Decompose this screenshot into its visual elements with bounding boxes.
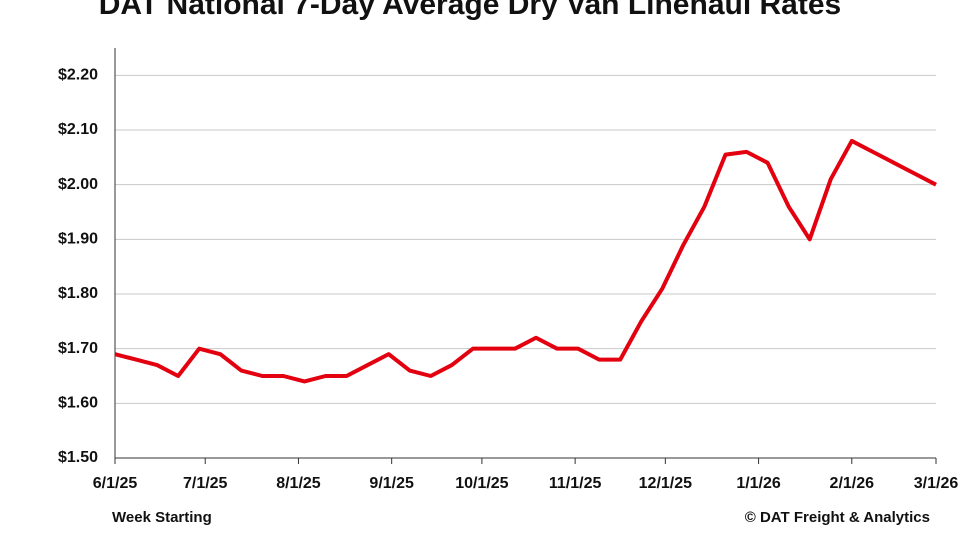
y-tick-label: $2.10 — [58, 121, 98, 138]
y-tick-label: $1.50 — [58, 449, 98, 466]
chart-title: DAT National 7-Day Average Dry Van Lineh… — [99, 0, 841, 21]
x-tick-label: 10/1/25 — [455, 475, 508, 492]
x-tick-label: 6/1/25 — [93, 475, 138, 492]
x-tick-label: 7/1/25 — [183, 475, 228, 492]
x-tick-label: 11/1/25 — [549, 475, 602, 492]
y-tick-label: $1.80 — [58, 285, 98, 302]
x-axis-label: Week Starting — [112, 509, 212, 526]
x-tick-label: 2/1/26 — [830, 475, 875, 492]
y-tick-label: $1.60 — [58, 395, 98, 412]
y-tick-label: $2.00 — [58, 176, 98, 193]
y-tick-label: $2.20 — [58, 67, 98, 84]
x-tick-label: 1/1/26 — [736, 475, 781, 492]
x-tick-label: 8/1/25 — [276, 475, 321, 492]
source-note: © DAT Freight & Analytics — [745, 509, 930, 526]
x-tick-label: 12/1/25 — [639, 475, 692, 492]
x-tick-label: 9/1/25 — [369, 475, 414, 492]
x-tick-label: 3/1/26 — [914, 475, 959, 492]
data-line — [114, 138, 937, 384]
y-tick-label: $1.90 — [58, 231, 98, 248]
y-tick-label: $1.70 — [58, 340, 98, 357]
